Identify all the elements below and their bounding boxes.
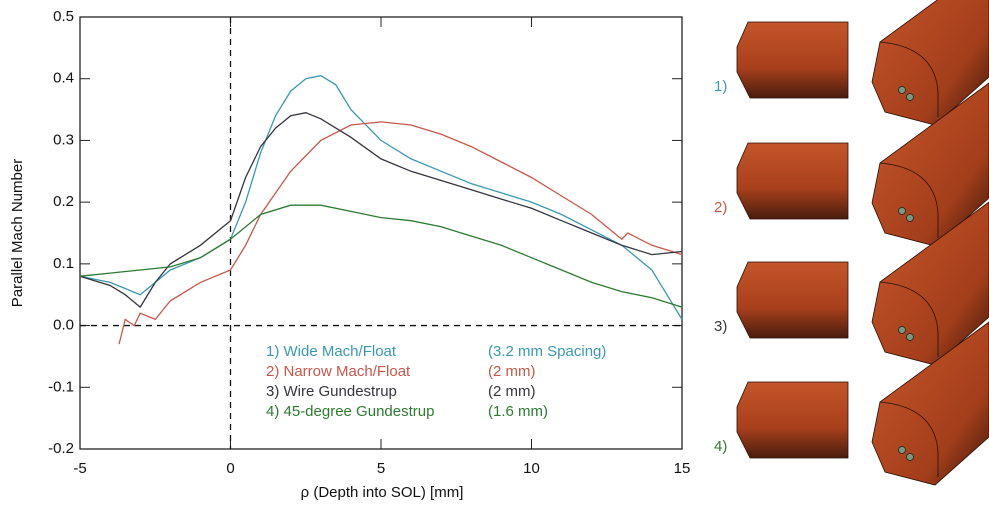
probe-face: [879, 281, 939, 357]
probe-label: 4): [714, 438, 727, 455]
y-tick-label: 0.2: [53, 193, 74, 210]
y-tick-label: 0.3: [53, 131, 74, 148]
legend-label: 2) Narrow Mach/Float: [266, 363, 411, 380]
y-tick-label: 0.1: [53, 255, 74, 272]
series-line: [79, 74, 683, 320]
legend-note: (3.2 mm Spacing): [488, 343, 606, 360]
legend-note: (1.6 mm): [488, 403, 548, 420]
probe-face: [879, 401, 939, 477]
x-axis-title: ρ (Depth into SOL) [mm]: [301, 484, 464, 501]
probe-pin: [898, 326, 906, 334]
probe-pin: [906, 214, 914, 222]
y-tick-label: 0.4: [53, 70, 74, 87]
y-tick-label: -0.2: [48, 440, 74, 457]
probe-face: [879, 41, 939, 117]
probe-label: 2): [714, 199, 727, 216]
y-tick-label: 0.5: [53, 8, 74, 25]
probe-face: [879, 162, 939, 238]
y-tick-label: -0.1: [48, 378, 74, 395]
probe-pin: [906, 93, 914, 101]
y-axis-title: Parallel Mach Number: [9, 159, 26, 307]
x-tick-label: 0: [226, 460, 234, 477]
legend-note: (2 mm): [488, 363, 536, 380]
probe-pin: [906, 333, 914, 341]
probe-tip: [736, 261, 849, 339]
probe-pin: [906, 453, 914, 461]
x-tick-label: -5: [73, 460, 86, 477]
probe-pin: [898, 446, 906, 454]
series-line: [79, 204, 683, 308]
probe-pin: [898, 207, 906, 215]
probe-label: 1): [714, 78, 727, 95]
probe-tip: [736, 142, 849, 220]
x-tick-label: 5: [377, 460, 385, 477]
legend-label: 4) 45-degree Gundestrup: [266, 403, 434, 420]
probe-body: [871, 321, 989, 486]
legend-label: 3) Wire Gundestrup: [266, 383, 397, 400]
x-tick-label: 15: [674, 460, 691, 477]
probe-tip: [736, 381, 849, 459]
legend-label: 1) Wide Mach/Float: [266, 343, 397, 360]
legend-note: (2 mm): [488, 383, 536, 400]
probe-label: 3): [714, 318, 727, 335]
y-tick-label: 0.0: [53, 317, 74, 334]
series-line: [118, 121, 683, 345]
x-tick-label: 10: [523, 460, 540, 477]
series-line: [79, 112, 683, 309]
probe-pin: [898, 86, 906, 94]
probe-tip: [736, 21, 849, 99]
